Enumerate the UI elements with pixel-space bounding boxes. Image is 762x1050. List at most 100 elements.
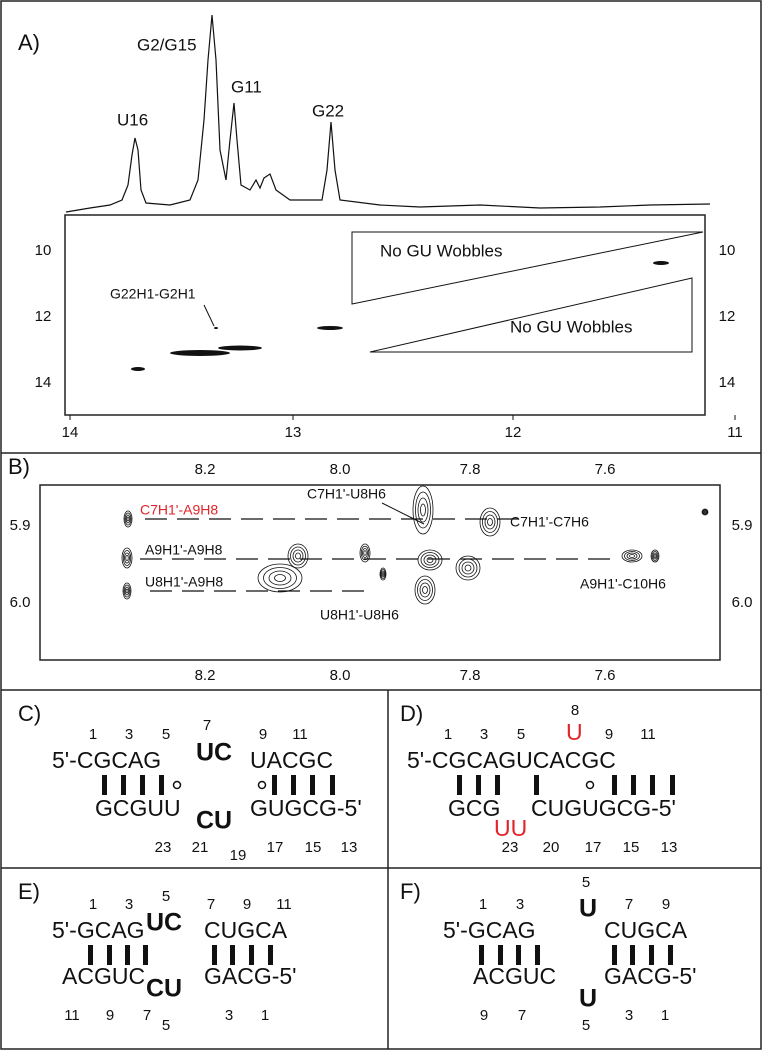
residue-number: 15 <box>623 839 640 856</box>
contour <box>650 549 660 563</box>
residue-number: 7 <box>518 1007 526 1024</box>
residue-number: 17 <box>585 839 602 856</box>
contour <box>479 507 501 537</box>
base-pair <box>88 945 93 965</box>
residue-number: 1 <box>89 896 97 913</box>
y-tick-label: 14 <box>35 374 52 391</box>
contour <box>651 551 659 561</box>
strand: CUGCA <box>604 917 688 943</box>
contour <box>125 514 131 524</box>
contour <box>703 510 707 514</box>
contour <box>702 509 708 515</box>
residue-number: 9 <box>662 896 670 913</box>
base-pair <box>125 945 130 965</box>
contour <box>461 561 475 575</box>
triangle <box>369 277 693 353</box>
panel-label: D) <box>400 701 423 726</box>
base-pair <box>140 775 145 795</box>
strand: U <box>579 985 597 1013</box>
y-tick-label: 6.0 <box>10 594 31 611</box>
contour <box>621 549 643 563</box>
contour <box>703 510 707 514</box>
residue-number: 5 <box>162 888 170 905</box>
residue-number: 3 <box>125 896 133 913</box>
strand: UU <box>494 815 527 841</box>
residue-number: 17 <box>267 839 284 856</box>
contour <box>422 586 428 594</box>
contour <box>484 514 496 530</box>
panel-label: E) <box>18 879 40 904</box>
base-pair <box>268 945 273 965</box>
strand: CUGCA <box>204 917 288 943</box>
contour <box>123 584 131 598</box>
contour <box>420 503 426 517</box>
contour <box>124 586 130 596</box>
strand: 5'-GCAG <box>52 917 145 943</box>
annotation: U8H1'-A9H8 <box>145 574 223 590</box>
y-tick-label: 6.0 <box>732 594 753 611</box>
wobble-pair <box>257 780 267 790</box>
contours <box>121 485 709 605</box>
strand: GUGCG-5' <box>250 795 362 821</box>
residue-number: 5 <box>582 874 590 891</box>
contour <box>455 555 481 581</box>
cross-peak <box>170 350 230 356</box>
annotation: G22H1-G2H1 <box>110 286 196 302</box>
residue-number: 8 <box>571 702 579 719</box>
panel-label: C) <box>18 701 41 726</box>
cross-peak <box>218 345 262 351</box>
residue-number: 13 <box>661 839 678 856</box>
base-pair <box>272 775 277 795</box>
cross-peaks <box>131 261 669 371</box>
base-pair <box>291 775 296 795</box>
base-pair <box>670 775 675 795</box>
annotation: U8H1'-U8H6 <box>320 607 399 623</box>
annotation: A9H1'-C10H6 <box>580 576 666 592</box>
contour <box>652 552 658 560</box>
base-pair <box>612 775 617 795</box>
peak-label: G2/G15 <box>137 35 197 54</box>
base-pair <box>143 945 148 965</box>
annotation: C7H1'-C7H6 <box>510 514 589 530</box>
strand: UC <box>196 739 232 767</box>
strand: UC <box>146 909 182 937</box>
residue-number: 7 <box>207 896 215 913</box>
contour <box>125 588 129 594</box>
cross-peak <box>653 261 669 265</box>
base-pair <box>495 775 500 795</box>
contour <box>653 554 657 558</box>
residue-number: 9 <box>106 1007 114 1024</box>
cross-peak <box>214 327 218 329</box>
residue-number: 1 <box>89 726 97 743</box>
residue-number: 3 <box>225 1007 233 1024</box>
residue-number: 3 <box>625 1007 633 1024</box>
x-tick-label: 12 <box>505 424 522 441</box>
residue-number: 5 <box>517 726 525 743</box>
pointer <box>381 502 425 525</box>
residue-number: 3 <box>480 726 488 743</box>
x-tick-label: 14 <box>62 424 79 441</box>
residue-number: 15 <box>305 839 322 856</box>
residue-number: 19 <box>230 847 247 864</box>
base-pair <box>650 775 655 795</box>
strand: 5'-GCAG <box>443 917 536 943</box>
x-tick-label: 8.2 <box>195 461 216 478</box>
residue-number: 9 <box>259 726 267 743</box>
contour <box>417 549 443 571</box>
residue-number: 7 <box>143 1007 151 1024</box>
y-tick-label: 12 <box>35 308 52 325</box>
contour <box>426 557 434 563</box>
contour <box>122 550 132 566</box>
base-pair <box>516 945 521 965</box>
contour <box>487 518 493 526</box>
triangle <box>351 231 704 305</box>
contour <box>125 555 129 561</box>
contour <box>122 582 132 600</box>
contour <box>482 511 498 533</box>
panel-label: F) <box>400 879 421 904</box>
residue-number: 20 <box>543 839 560 856</box>
base-pair <box>534 775 539 795</box>
strand: 5'-CGCAGUCACGC <box>407 747 616 773</box>
